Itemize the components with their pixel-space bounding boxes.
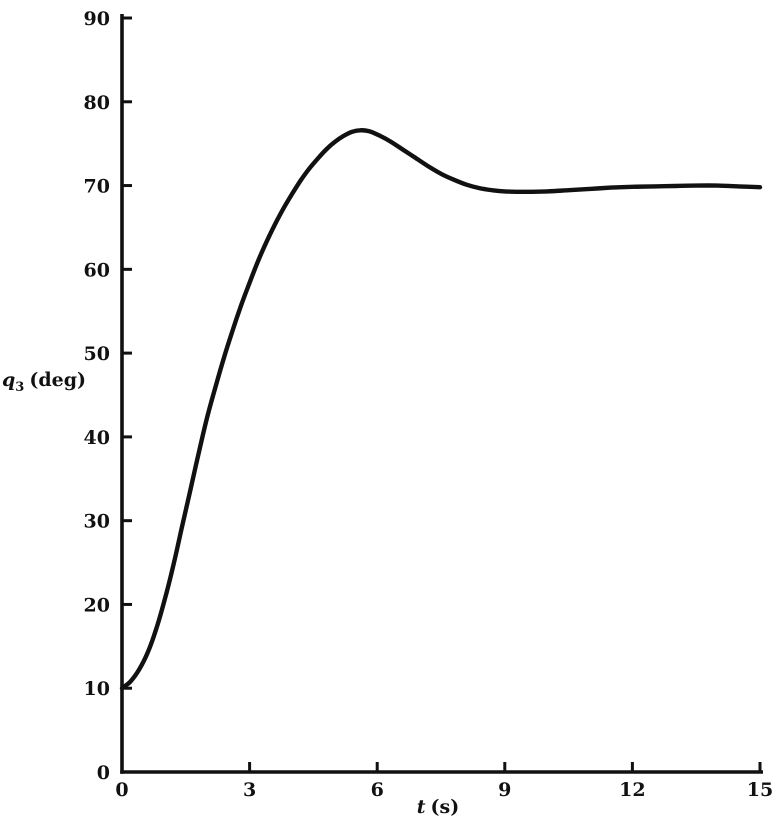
x-tick-label: 9 [498, 779, 511, 801]
y-tick-label: 70 [84, 176, 110, 198]
y-tick-label: 10 [84, 678, 110, 700]
response-curve [119, 128, 763, 691]
x-tick-label: 3 [243, 779, 256, 801]
y-tick-label: 60 [84, 259, 110, 281]
y-tick-label: 30 [84, 511, 110, 533]
y-tick-label: 40 [84, 427, 110, 449]
x-tick-label: 12 [619, 779, 645, 801]
x-axis-variable: t [416, 796, 426, 818]
y-axis-label: q3 (deg) [2, 369, 86, 395]
y-tick-label: 20 [84, 594, 110, 616]
y-axis-subscript: 3 [15, 379, 25, 395]
x-axis-label: t (s) [398, 796, 478, 818]
y-axis-variable: q [2, 369, 16, 391]
y-axis-unit: (deg) [29, 369, 86, 391]
x-tick-label: 0 [115, 779, 128, 801]
x-axis-unit: (s) [430, 796, 460, 818]
y-tick-label: 50 [84, 343, 110, 365]
x-tick-label: 15 [747, 779, 773, 801]
y-tick-label: 80 [84, 92, 110, 114]
y-tick-label: 90 [84, 8, 110, 30]
y-tick-label: 0 [97, 762, 110, 784]
x-tick-label: 6 [371, 779, 384, 801]
